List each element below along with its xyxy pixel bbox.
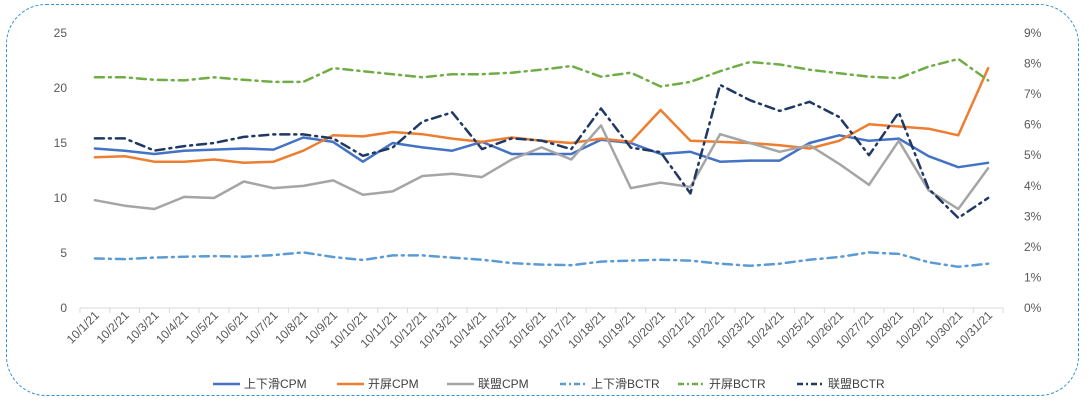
series-line-4 [93, 251, 990, 269]
legend-label: 开屏BCTR [709, 377, 766, 391]
legend-label: 联盟CPM [478, 377, 529, 391]
y-right-tick-label: 8% [1024, 57, 1042, 71]
legend: 上下滑CPM 开屏CPM 联盟CPM 上下滑BCTR 开屏BCTR 联盟BCTR [213, 377, 885, 391]
legend-label: 开屏CPM [368, 377, 419, 391]
y-right-tick-label: 3% [1024, 209, 1042, 223]
y-left-tick-label: 20 [54, 81, 68, 95]
series-lines [93, 57, 990, 269]
legend-label: 上下滑CPM [244, 377, 307, 391]
y-right-tick-label: 2% [1024, 240, 1042, 254]
chart-border [6, 4, 1079, 396]
y-left-tick-label: 5 [60, 246, 67, 260]
series-line-3 [93, 124, 990, 211]
y-right-tick-label: 0% [1024, 301, 1042, 315]
y-right-tick-label: 5% [1024, 148, 1042, 162]
y-right-tick-label: 4% [1024, 179, 1042, 193]
y-right-tick-label: 6% [1024, 118, 1042, 132]
y-left-tick-label: 15 [54, 136, 68, 150]
series-line-1 [93, 134, 990, 169]
y-left-tick-label: 25 [54, 26, 68, 40]
y-right-tick-label: 1% [1024, 270, 1042, 284]
y-left-tick-label: 0 [60, 301, 67, 315]
axes: 10/1/2110/2/2110/3/2110/4/2110/5/2110/6/… [54, 26, 1042, 351]
y-left-tick-label: 10 [54, 191, 68, 205]
legend-label: 联盟BCTR [828, 377, 885, 391]
y-right-tick-label: 9% [1024, 26, 1042, 40]
series-line-6 [93, 83, 990, 220]
legend-label: 上下滑BCTR [591, 377, 660, 391]
y-right-tick-label: 7% [1024, 87, 1042, 101]
series-line-5 [93, 57, 990, 88]
